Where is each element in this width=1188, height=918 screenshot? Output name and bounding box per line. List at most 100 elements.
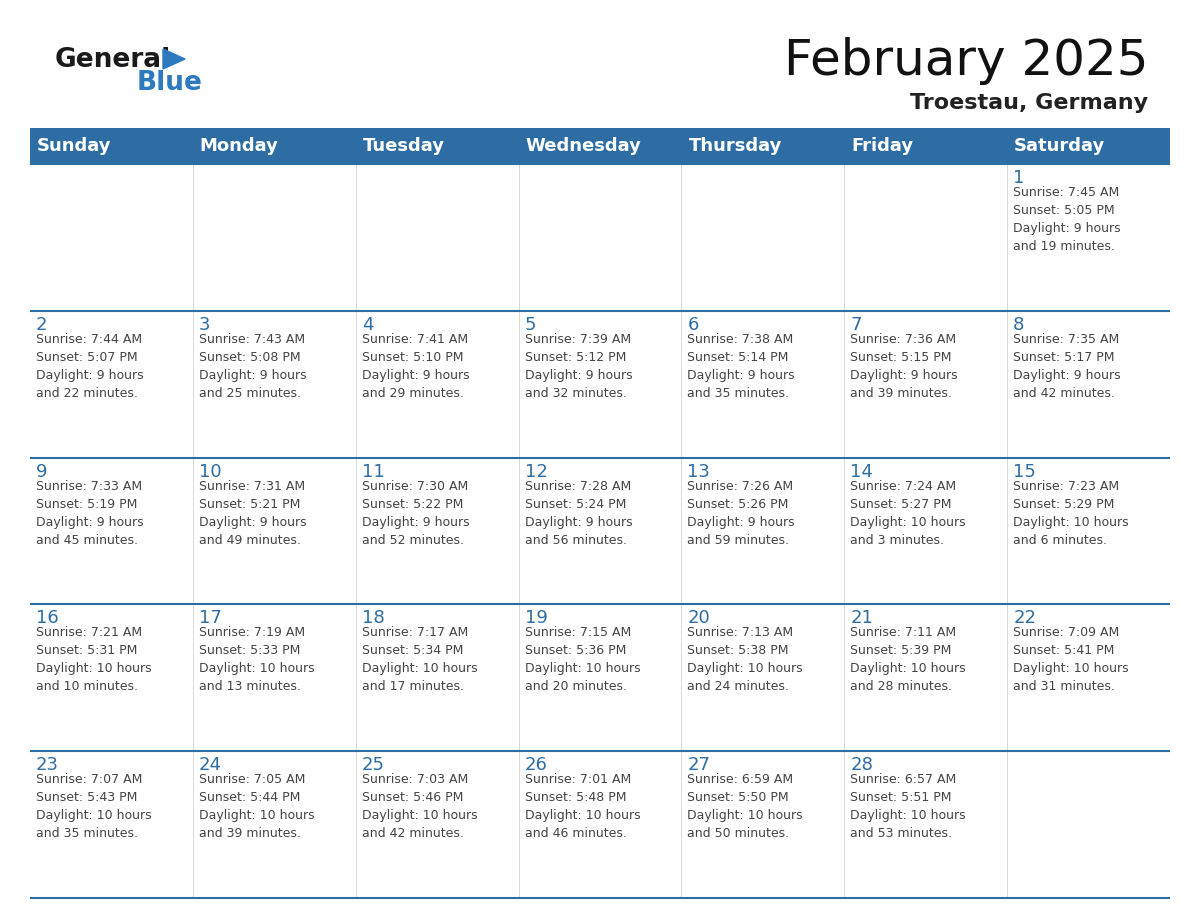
Bar (682, 751, 845, 898)
Bar (355, 751, 519, 898)
Text: 16: 16 (36, 610, 58, 627)
Text: 12: 12 (525, 463, 548, 481)
Text: 3: 3 (198, 316, 210, 334)
Text: Sunrise: 7:15 AM
Sunset: 5:36 PM
Daylight: 10 hours
and 20 minutes.: Sunrise: 7:15 AM Sunset: 5:36 PM Dayligh… (525, 626, 640, 693)
Text: 10: 10 (198, 463, 221, 481)
Bar (519, 751, 682, 898)
Bar (30, 128, 1170, 164)
Text: 24: 24 (198, 756, 222, 774)
Bar (519, 604, 682, 751)
Bar (682, 457, 845, 604)
Text: Troestau, Germany: Troestau, Germany (910, 93, 1148, 113)
Text: 8: 8 (1013, 316, 1024, 334)
Polygon shape (163, 49, 185, 69)
Bar (355, 164, 519, 311)
Bar (1007, 311, 1170, 457)
Text: Saturday: Saturday (1015, 137, 1105, 155)
Bar (192, 311, 355, 457)
Text: General: General (55, 47, 171, 73)
Text: Sunrise: 7:28 AM
Sunset: 5:24 PM
Daylight: 9 hours
and 56 minutes.: Sunrise: 7:28 AM Sunset: 5:24 PM Dayligh… (525, 479, 632, 546)
Text: February 2025: February 2025 (784, 37, 1148, 85)
Text: Sunrise: 7:19 AM
Sunset: 5:33 PM
Daylight: 10 hours
and 13 minutes.: Sunrise: 7:19 AM Sunset: 5:33 PM Dayligh… (198, 626, 315, 693)
Text: Sunrise: 7:01 AM
Sunset: 5:48 PM
Daylight: 10 hours
and 46 minutes.: Sunrise: 7:01 AM Sunset: 5:48 PM Dayligh… (525, 773, 640, 840)
Text: 2: 2 (36, 316, 48, 334)
Text: 23: 23 (36, 756, 59, 774)
Text: 6: 6 (688, 316, 699, 334)
Bar (192, 457, 355, 604)
Text: 9: 9 (36, 463, 48, 481)
Bar (682, 311, 845, 457)
Text: 5: 5 (525, 316, 536, 334)
Text: 21: 21 (851, 610, 873, 627)
Bar (30, 604, 192, 751)
Bar (1007, 457, 1170, 604)
Text: 27: 27 (688, 756, 710, 774)
Text: 18: 18 (361, 610, 385, 627)
Text: Sunrise: 7:24 AM
Sunset: 5:27 PM
Daylight: 10 hours
and 3 minutes.: Sunrise: 7:24 AM Sunset: 5:27 PM Dayligh… (851, 479, 966, 546)
Text: Sunrise: 7:05 AM
Sunset: 5:44 PM
Daylight: 10 hours
and 39 minutes.: Sunrise: 7:05 AM Sunset: 5:44 PM Dayligh… (198, 773, 315, 840)
Bar (30, 457, 192, 604)
Text: Sunrise: 7:03 AM
Sunset: 5:46 PM
Daylight: 10 hours
and 42 minutes.: Sunrise: 7:03 AM Sunset: 5:46 PM Dayligh… (361, 773, 478, 840)
Text: Sunrise: 7:26 AM
Sunset: 5:26 PM
Daylight: 9 hours
and 59 minutes.: Sunrise: 7:26 AM Sunset: 5:26 PM Dayligh… (688, 479, 795, 546)
Bar (355, 311, 519, 457)
Text: Sunrise: 7:09 AM
Sunset: 5:41 PM
Daylight: 10 hours
and 31 minutes.: Sunrise: 7:09 AM Sunset: 5:41 PM Dayligh… (1013, 626, 1129, 693)
Text: Sunday: Sunday (37, 137, 112, 155)
Text: 26: 26 (525, 756, 548, 774)
Text: Sunrise: 7:36 AM
Sunset: 5:15 PM
Daylight: 9 hours
and 39 minutes.: Sunrise: 7:36 AM Sunset: 5:15 PM Dayligh… (851, 333, 958, 400)
Text: 15: 15 (1013, 463, 1036, 481)
Bar (845, 164, 1007, 311)
Bar (1007, 751, 1170, 898)
Text: Friday: Friday (852, 137, 914, 155)
Text: 22: 22 (1013, 610, 1036, 627)
Text: Sunrise: 6:59 AM
Sunset: 5:50 PM
Daylight: 10 hours
and 50 minutes.: Sunrise: 6:59 AM Sunset: 5:50 PM Dayligh… (688, 773, 803, 840)
Text: Sunrise: 7:30 AM
Sunset: 5:22 PM
Daylight: 9 hours
and 52 minutes.: Sunrise: 7:30 AM Sunset: 5:22 PM Dayligh… (361, 479, 469, 546)
Text: Sunrise: 7:45 AM
Sunset: 5:05 PM
Daylight: 9 hours
and 19 minutes.: Sunrise: 7:45 AM Sunset: 5:05 PM Dayligh… (1013, 186, 1120, 253)
Bar (519, 457, 682, 604)
Text: Sunrise: 7:41 AM
Sunset: 5:10 PM
Daylight: 9 hours
and 29 minutes.: Sunrise: 7:41 AM Sunset: 5:10 PM Dayligh… (361, 333, 469, 400)
Text: Tuesday: Tuesday (362, 137, 444, 155)
Text: Sunrise: 6:57 AM
Sunset: 5:51 PM
Daylight: 10 hours
and 53 minutes.: Sunrise: 6:57 AM Sunset: 5:51 PM Dayligh… (851, 773, 966, 840)
Text: Sunrise: 7:38 AM
Sunset: 5:14 PM
Daylight: 9 hours
and 35 minutes.: Sunrise: 7:38 AM Sunset: 5:14 PM Dayligh… (688, 333, 795, 400)
Text: Monday: Monday (200, 137, 279, 155)
Bar (30, 311, 192, 457)
Text: 19: 19 (525, 610, 548, 627)
Text: 25: 25 (361, 756, 385, 774)
Bar (845, 311, 1007, 457)
Text: 4: 4 (361, 316, 373, 334)
Text: 11: 11 (361, 463, 385, 481)
Bar (192, 604, 355, 751)
Bar (355, 457, 519, 604)
Bar (845, 604, 1007, 751)
Text: Sunrise: 7:33 AM
Sunset: 5:19 PM
Daylight: 9 hours
and 45 minutes.: Sunrise: 7:33 AM Sunset: 5:19 PM Dayligh… (36, 479, 144, 546)
Text: Blue: Blue (137, 70, 203, 96)
Text: Sunrise: 7:43 AM
Sunset: 5:08 PM
Daylight: 9 hours
and 25 minutes.: Sunrise: 7:43 AM Sunset: 5:08 PM Dayligh… (198, 333, 307, 400)
Bar (1007, 604, 1170, 751)
Bar (845, 457, 1007, 604)
Text: 17: 17 (198, 610, 222, 627)
Text: Thursday: Thursday (688, 137, 782, 155)
Text: 28: 28 (851, 756, 873, 774)
Text: 1: 1 (1013, 169, 1024, 187)
Text: Sunrise: 7:07 AM
Sunset: 5:43 PM
Daylight: 10 hours
and 35 minutes.: Sunrise: 7:07 AM Sunset: 5:43 PM Dayligh… (36, 773, 152, 840)
Text: Sunrise: 7:13 AM
Sunset: 5:38 PM
Daylight: 10 hours
and 24 minutes.: Sunrise: 7:13 AM Sunset: 5:38 PM Dayligh… (688, 626, 803, 693)
Text: Sunrise: 7:17 AM
Sunset: 5:34 PM
Daylight: 10 hours
and 17 minutes.: Sunrise: 7:17 AM Sunset: 5:34 PM Dayligh… (361, 626, 478, 693)
Bar (30, 751, 192, 898)
Bar (519, 311, 682, 457)
Text: Sunrise: 7:35 AM
Sunset: 5:17 PM
Daylight: 9 hours
and 42 minutes.: Sunrise: 7:35 AM Sunset: 5:17 PM Dayligh… (1013, 333, 1120, 400)
Bar (355, 604, 519, 751)
Text: Sunrise: 7:44 AM
Sunset: 5:07 PM
Daylight: 9 hours
and 22 minutes.: Sunrise: 7:44 AM Sunset: 5:07 PM Dayligh… (36, 333, 144, 400)
Text: Wednesday: Wednesday (525, 137, 642, 155)
Text: Sunrise: 7:21 AM
Sunset: 5:31 PM
Daylight: 10 hours
and 10 minutes.: Sunrise: 7:21 AM Sunset: 5:31 PM Dayligh… (36, 626, 152, 693)
Bar (1007, 164, 1170, 311)
Text: Sunrise: 7:11 AM
Sunset: 5:39 PM
Daylight: 10 hours
and 28 minutes.: Sunrise: 7:11 AM Sunset: 5:39 PM Dayligh… (851, 626, 966, 693)
Bar (192, 164, 355, 311)
Text: Sunrise: 7:31 AM
Sunset: 5:21 PM
Daylight: 9 hours
and 49 minutes.: Sunrise: 7:31 AM Sunset: 5:21 PM Dayligh… (198, 479, 307, 546)
Bar (682, 164, 845, 311)
Text: 13: 13 (688, 463, 710, 481)
Bar (682, 604, 845, 751)
Text: Sunrise: 7:39 AM
Sunset: 5:12 PM
Daylight: 9 hours
and 32 minutes.: Sunrise: 7:39 AM Sunset: 5:12 PM Dayligh… (525, 333, 632, 400)
Text: 14: 14 (851, 463, 873, 481)
Bar (30, 164, 192, 311)
Text: Sunrise: 7:23 AM
Sunset: 5:29 PM
Daylight: 10 hours
and 6 minutes.: Sunrise: 7:23 AM Sunset: 5:29 PM Dayligh… (1013, 479, 1129, 546)
Text: 7: 7 (851, 316, 861, 334)
